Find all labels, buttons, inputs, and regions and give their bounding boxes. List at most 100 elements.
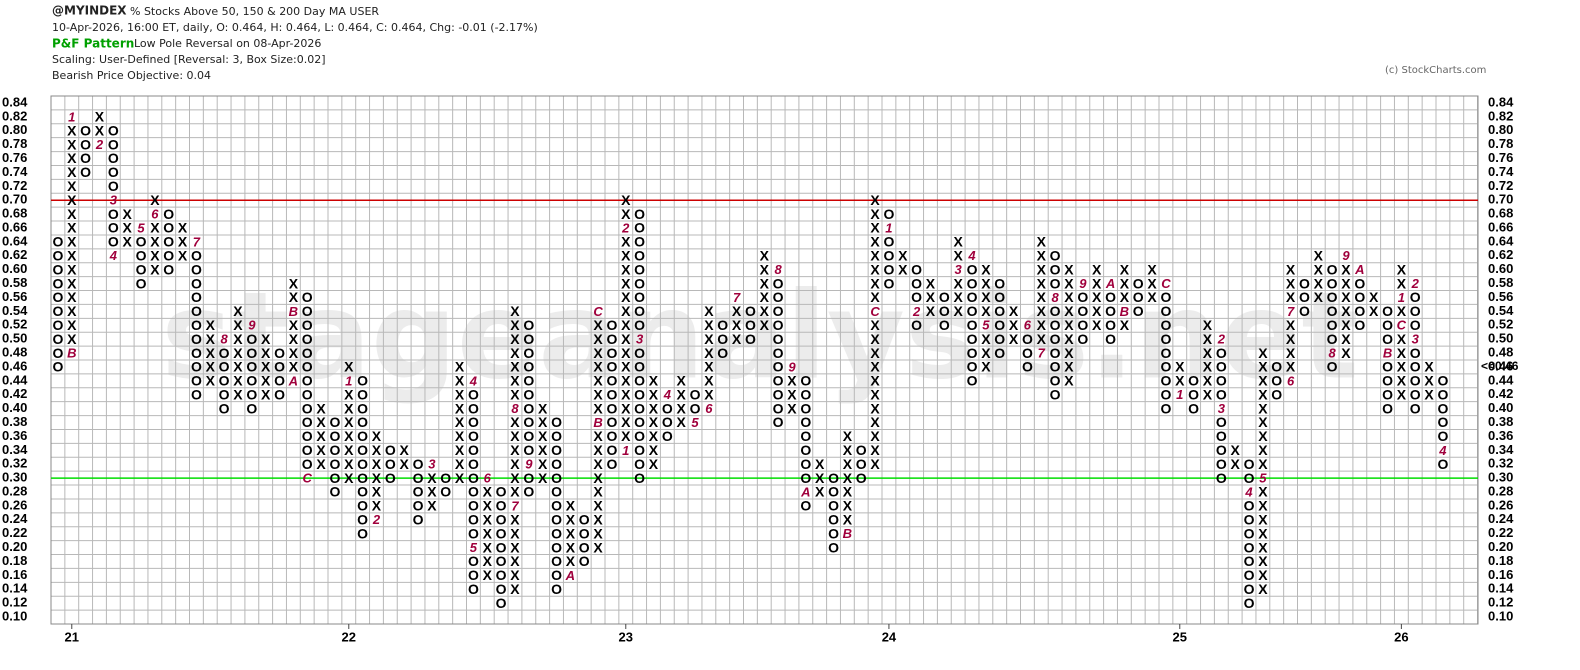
o-box: O <box>1327 331 1338 347</box>
y-tick-label-right: 0.84 <box>1488 94 1514 109</box>
o-box: O <box>136 234 147 250</box>
month-marker: 1 <box>1176 387 1183 402</box>
o-box: O <box>52 317 63 333</box>
y-tick-label-right: 0.34 <box>1488 442 1514 457</box>
o-box: O <box>496 539 507 555</box>
o-box: O <box>856 456 867 472</box>
x-tick-label: 25 <box>1173 629 1187 644</box>
o-box: O <box>634 220 645 236</box>
o-box: O <box>1216 456 1227 472</box>
chart-subtitle: % Stocks Above 50, 150 & 200 Day MA USER <box>130 5 379 18</box>
month-marker: A <box>565 568 575 583</box>
x-box: X <box>1258 567 1268 583</box>
x-box: X <box>1341 303 1351 319</box>
x-tick-label: 21 <box>65 629 79 644</box>
o-box: O <box>1437 400 1448 416</box>
x-box: X <box>954 234 964 250</box>
x-box: X <box>1397 373 1407 389</box>
y-tick-label-right: 0.42 <box>1488 386 1513 401</box>
x-box: X <box>954 303 964 319</box>
o-box: O <box>52 345 63 361</box>
month-marker: A <box>1354 262 1364 277</box>
o-box: O <box>606 386 617 402</box>
month-marker: 2 <box>372 512 381 527</box>
o-box: O <box>274 373 285 389</box>
o-box: O <box>468 553 479 569</box>
o-box: O <box>523 414 534 430</box>
x-box: X <box>1120 261 1130 277</box>
month-marker: 7 <box>1038 345 1046 360</box>
y-tick-label-right: 0.66 <box>1488 219 1513 234</box>
x-box: X <box>1064 289 1074 305</box>
o-box: O <box>302 345 313 361</box>
o-box: O <box>662 428 673 444</box>
o-box: O <box>1437 456 1448 472</box>
x-box: X <box>372 498 382 514</box>
o-box: O <box>523 442 534 458</box>
o-box: O <box>302 442 313 458</box>
o-box: O <box>773 373 784 389</box>
o-box: O <box>52 331 63 347</box>
month-marker: 2 <box>1217 332 1226 347</box>
o-box: O <box>108 150 119 166</box>
month-marker: 4 <box>469 373 478 388</box>
o-box: O <box>911 261 922 277</box>
o-box: O <box>468 400 479 416</box>
month-marker: 4 <box>967 248 976 263</box>
o-box: O <box>191 275 202 291</box>
x-box: X <box>621 261 631 277</box>
x-box: X <box>1314 275 1324 291</box>
o-box: O <box>967 261 978 277</box>
o-box: O <box>1050 373 1061 389</box>
x-box: X <box>649 456 659 472</box>
o-box: O <box>773 400 784 416</box>
y-tick-label: 0.42 <box>2 386 27 401</box>
x-box: X <box>510 331 520 347</box>
x-box: X <box>704 359 714 375</box>
o-box: O <box>690 400 701 416</box>
o-box: O <box>606 400 617 416</box>
o-box: O <box>773 345 784 361</box>
x-box: X <box>1369 303 1379 319</box>
month-marker: 2 <box>912 304 921 319</box>
x-box: X <box>843 442 853 458</box>
o-box: O <box>939 317 950 333</box>
y-tick-label-right: 0.20 <box>1488 539 1513 554</box>
o-box: O <box>967 289 978 305</box>
x-box: X <box>870 247 880 263</box>
x-box: X <box>593 359 603 375</box>
o-box: O <box>551 511 562 527</box>
o-box: O <box>717 317 728 333</box>
month-marker: 3 <box>1218 401 1226 416</box>
o-box: O <box>1299 289 1310 305</box>
x-box: X <box>510 386 520 402</box>
x-box: X <box>1314 247 1324 263</box>
x-box: X <box>760 247 770 263</box>
x-box: X <box>593 511 603 527</box>
x-box: X <box>593 400 603 416</box>
o-box: O <box>551 442 562 458</box>
x-box: X <box>289 359 299 375</box>
o-box: O <box>800 470 811 486</box>
x-box: X <box>593 456 603 472</box>
o-box: O <box>634 386 645 402</box>
o-box: O <box>413 484 424 500</box>
o-box: O <box>1382 359 1393 375</box>
o-box: O <box>1354 289 1365 305</box>
o-box: O <box>690 386 701 402</box>
x-box: X <box>843 456 853 472</box>
o-box: O <box>1216 345 1227 361</box>
x-box: X <box>150 192 160 208</box>
o-box: O <box>496 484 507 500</box>
o-box: O <box>800 373 811 389</box>
o-box: O <box>800 386 811 402</box>
month-marker: 1 <box>1398 290 1405 305</box>
o-box: O <box>52 289 63 305</box>
o-box: O <box>191 303 202 319</box>
o-box: O <box>1354 275 1365 291</box>
o-box: O <box>1050 317 1061 333</box>
x-box: X <box>510 317 520 333</box>
x-box: X <box>95 109 105 125</box>
x-box: X <box>1258 456 1268 472</box>
x-box: X <box>843 511 853 527</box>
